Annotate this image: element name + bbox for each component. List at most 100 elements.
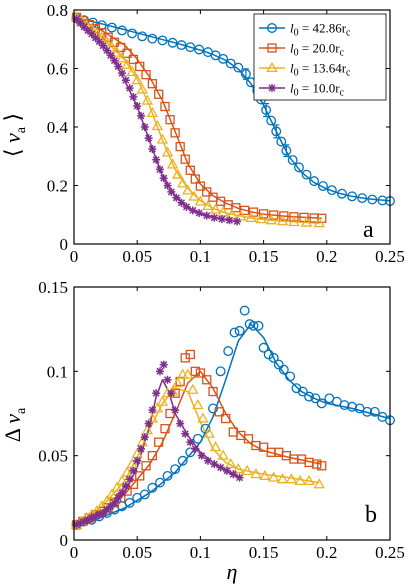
panel-a-letter: a (363, 217, 374, 243)
panel-b-series-2-point-13 (136, 436, 148, 447)
panel-b-series-2-point-32 (250, 468, 262, 479)
panel-b-series-0-point-25 (248, 320, 259, 331)
panel-b-series-3-point-35 (222, 466, 231, 475)
panel-a-series-3-point-29 (188, 206, 197, 215)
panel-b-series-0-point-23 (239, 305, 250, 316)
panel-b-series-2-point-33 (259, 469, 271, 480)
panel-a-error-bar-2 (263, 103, 270, 118)
panel-b-series-1-point-38 (317, 461, 327, 471)
panel-b-series-3-point-18 (140, 433, 149, 442)
panel-a-series-0-point-29 (294, 162, 304, 173)
panel-a-series-2-point-22 (182, 184, 194, 195)
panel-a-series-2-point-36 (313, 217, 325, 228)
panel-a-series-2-point-23 (188, 190, 200, 201)
panel-b-xtick-label-1: 0.05 (122, 543, 152, 562)
panel-b-series-3-point-21 (152, 389, 161, 398)
panel-b-series-2-point-5 (96, 500, 108, 511)
panel-a-series-3-point-2 (80, 22, 89, 31)
panel-b-series-1-point-30 (258, 442, 269, 452)
panel-b-series-3-point-16 (133, 456, 142, 465)
panel-b-series-0-point-36 (310, 393, 321, 404)
panel-a-series-0-point-36 (357, 193, 368, 204)
panel-b-series-2-point-34 (268, 471, 280, 482)
panel-a-series-1-point-15 (165, 115, 175, 125)
panel-a-series-2-point-20 (171, 168, 184, 179)
panel-b-series-3-point-4 (87, 514, 96, 523)
panel-b-series-2-point-39 (313, 478, 325, 489)
panel-b-series-1-point-37 (312, 459, 322, 469)
legend-marker-2 (266, 61, 278, 73)
panel-a-series-3-point-7 (99, 41, 108, 50)
panel-a-series-0-point-30 (301, 169, 312, 180)
panel-b-frame (73, 286, 391, 541)
panel-a-series-3-point-27 (177, 198, 186, 207)
panel-b-markers (70, 305, 395, 530)
panel-b-series-3-point-1 (76, 519, 85, 528)
panel-b-series-1-point-12 (147, 451, 158, 461)
panel-a-series-2-point-34 (288, 215, 300, 227)
panel-a-series-0-point-9 (157, 35, 168, 46)
panel-b-series-0-point-20 (223, 346, 234, 357)
panel-a-series-3-point-34 (225, 216, 234, 225)
panel-a-xtick-label-3: 0.15 (249, 247, 279, 266)
panel-b-series-1-point-22 (202, 375, 212, 385)
panel-a-series-2-point-15 (146, 106, 159, 118)
panel-b-series-0-point-14 (177, 455, 188, 466)
panel-b-series-3-point-33 (210, 460, 219, 469)
panel-a-series-1-point-14 (160, 101, 170, 112)
panel-b-series-3-point-36 (229, 470, 238, 479)
panel-a-series-3-point-31 (202, 211, 211, 220)
panel-a-xtick-label-5: 0.25 (375, 247, 405, 266)
panel-b-series-2-point-29 (225, 457, 237, 469)
panel-a-series-3-point-28 (182, 202, 191, 211)
panel-b-series-0-point-31 (278, 364, 289, 375)
panel-a-series-1-point-18 (180, 154, 190, 164)
panel-b-series-3-point-15 (129, 466, 138, 475)
panel-a-fit-line-2 (73, 16, 320, 224)
panel-a-series-1-point-13 (154, 89, 164, 99)
legend-marker-1 (267, 43, 277, 53)
panel-a-series-1-point-10 (135, 61, 145, 72)
panel-a-ytick-label-3: 0.6 (47, 60, 68, 79)
panel-a-series-2-point-16 (151, 119, 164, 131)
panel-b-series-3-point-0 (72, 520, 81, 529)
panel-b-series-3-point-5 (91, 512, 100, 521)
panel-a-series-0-point-37 (367, 194, 378, 205)
panel-b-series-3-point-9 (106, 502, 115, 511)
panel-a-series-2-point-17 (156, 133, 169, 144)
panel-b-xtick-label-0: 0 (70, 543, 79, 562)
panel-a-series-3-point-26 (172, 193, 181, 202)
legend-entry-2: l0 = 13.64rc (290, 61, 351, 79)
panel-a-series-2-point-7 (106, 41, 118, 52)
panel-a-series-0-point-17 (225, 58, 236, 69)
panel-a-series-0-point-33 (326, 185, 337, 196)
panel-b-series-2-point-23 (187, 383, 199, 394)
panel-b-series-1-point-14 (160, 424, 170, 434)
legend-entry-0: l0 = 42.86rc (290, 21, 351, 39)
panel-a-series-3-point-13 (121, 76, 130, 85)
panel-a-series-2-point-29 (235, 210, 247, 221)
panel-b-series-2-point-9 (116, 474, 128, 486)
panel-a-series-3-point-9 (106, 51, 115, 60)
panel-b-series-3-point-29 (186, 438, 195, 447)
panel-b-series-3-point-27 (176, 419, 185, 428)
panel-b-series-2-point-26 (203, 427, 215, 438)
panel-a-series-3-point-18 (140, 123, 149, 131)
panel-a-series-0-point-35 (347, 191, 358, 202)
panel-a-series-1-point-20 (190, 174, 200, 184)
panel-a-series-2-point-14 (141, 94, 154, 105)
panel-b-series-1-point-21 (195, 368, 206, 378)
panel-b-series-0-point-13 (170, 464, 181, 475)
panel-b-letter: b (365, 502, 377, 528)
panel-b-xtick-label-4: 0.2 (316, 543, 337, 562)
panel-b-series-0-point-11 (155, 477, 165, 488)
panel-b-series-3-point-23 (159, 360, 168, 369)
panel-a-series-3-point-14 (125, 84, 134, 93)
panel-a-series-0-point-10 (167, 37, 178, 48)
panel-a-series-0-point-32 (318, 181, 328, 192)
panel-a-series-0-point-16 (218, 53, 229, 64)
panel-b-xtick-label-2: 0.1 (190, 543, 211, 562)
panel-b-series-3-point-31 (197, 451, 206, 460)
panel-b-series-0-point-30 (273, 359, 284, 370)
panel-b-series-3-point-26 (171, 406, 180, 415)
